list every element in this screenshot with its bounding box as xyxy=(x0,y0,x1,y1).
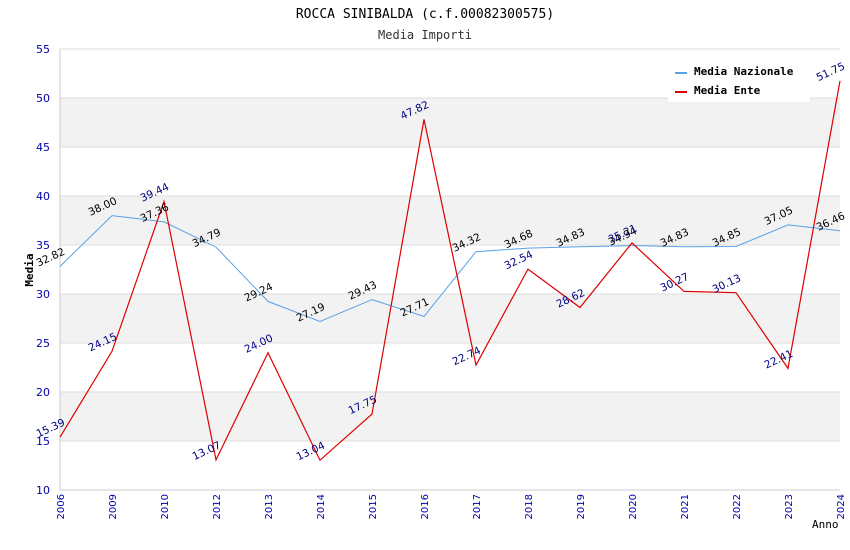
data-label-ente: 22.41 xyxy=(763,348,795,372)
plot-band xyxy=(60,196,840,245)
x-tick-label: 2024 xyxy=(836,494,847,519)
x-tick-label: 2012 xyxy=(212,494,223,519)
y-tick-label: 30 xyxy=(36,288,50,301)
x-tick-label: 2021 xyxy=(680,494,691,519)
x-tick-label: 2009 xyxy=(108,494,119,519)
legend-box xyxy=(668,58,810,102)
chart-subtitle: Media Importi xyxy=(378,28,472,42)
data-label-ente: 51.75 xyxy=(815,60,847,84)
x-tick-label: 2022 xyxy=(732,494,743,519)
plot-bands xyxy=(60,98,840,441)
legend-label-nazionale: Media Nazionale xyxy=(694,65,794,78)
x-tick-label: 2013 xyxy=(264,494,275,519)
x-tick-label: 2019 xyxy=(576,494,587,519)
x-tick-label: 2015 xyxy=(368,494,379,519)
series-line-nazionale xyxy=(59,215,841,323)
plot-band xyxy=(60,392,840,441)
x-tick-labels: 2006 2009 2010 2012 2013 2014 2015 2016 2017 2018… xyxy=(56,494,847,519)
plot-band xyxy=(60,98,840,147)
y-tick-label: 40 xyxy=(36,190,50,203)
x-tick-label: 2014 xyxy=(316,494,327,519)
data-label-ente: 32.54 xyxy=(503,248,536,272)
chart-title: ROCCA SINIBALDA (c.f.00082300575) xyxy=(296,7,554,22)
y-tick-labels: 10 15 20 25 30 35 40 45 50 55 xyxy=(36,43,50,497)
data-label-ente: 22.74 xyxy=(451,345,484,369)
x-tick-label: 2017 xyxy=(472,494,483,519)
x-tick-label: 2023 xyxy=(784,494,795,519)
y-tick-label: 35 xyxy=(36,239,50,252)
y-tick-label: 55 xyxy=(36,43,50,56)
y-tick-label: 20 xyxy=(36,386,50,399)
y-tick-label: 25 xyxy=(36,337,50,350)
y-tick-label: 50 xyxy=(36,92,50,105)
data-label-ente: 13.07 xyxy=(191,439,223,463)
series-line-ente xyxy=(59,80,841,462)
x-axis-label: Anno xyxy=(812,518,839,531)
legend: Media Nazionale Media Ente xyxy=(668,58,810,102)
y-tick-label: 10 xyxy=(36,484,50,497)
y-tick-label: 45 xyxy=(36,141,50,154)
x-tick-label: 2010 xyxy=(160,494,171,519)
plot-band xyxy=(60,294,840,343)
series-lines xyxy=(59,80,841,462)
x-tick-label: 2018 xyxy=(524,494,535,519)
x-tick-label: 2006 xyxy=(56,494,67,519)
x-tick-label: 2016 xyxy=(420,494,431,519)
data-label-ente: 13.04 xyxy=(295,440,328,464)
legend-label-ente: Media Ente xyxy=(694,84,761,97)
y-tick-label: 15 xyxy=(36,435,50,448)
x-tick-label: 2020 xyxy=(628,494,639,519)
y-axis-label: Media xyxy=(23,253,36,286)
